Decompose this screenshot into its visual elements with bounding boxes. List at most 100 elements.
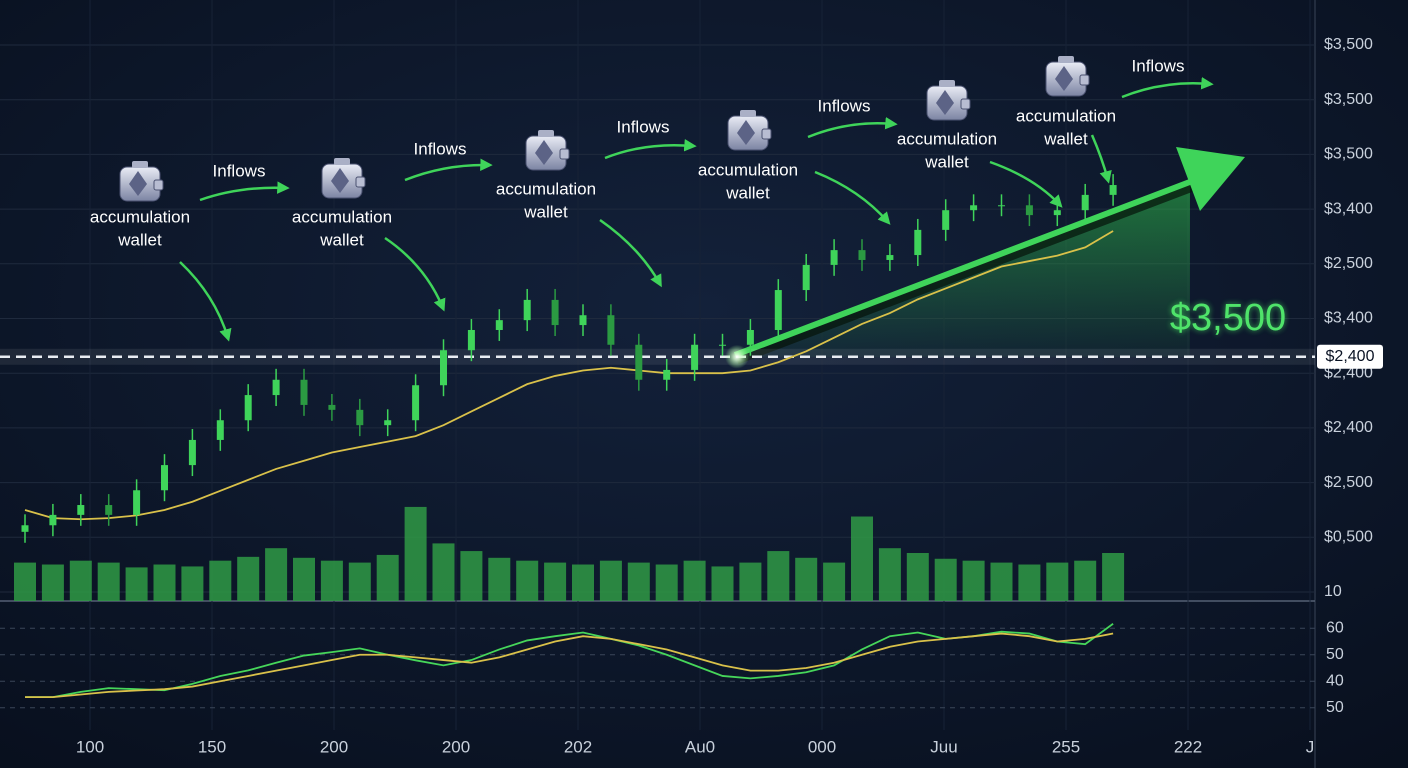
- volume-bar: [41, 564, 64, 601]
- trend-line: [733, 177, 1197, 358]
- volume-bar: [934, 558, 957, 601]
- candle-body: [495, 320, 503, 330]
- wallet-top: [538, 130, 554, 137]
- candle-body: [830, 250, 838, 265]
- volume-bar: [823, 562, 846, 601]
- volume-bar: [1074, 560, 1097, 601]
- volume-bar: [962, 560, 985, 601]
- volume-bar: [1046, 562, 1069, 601]
- volume-bar: [906, 553, 929, 601]
- y-tick-label: $2,500: [1324, 255, 1373, 272]
- candle-body: [802, 264, 810, 291]
- candle-body: [105, 505, 113, 515]
- inflows-label: Inflows: [414, 139, 467, 158]
- trend-arrow: [733, 147, 1245, 365]
- volume-bar: [683, 560, 706, 601]
- candle-body: [719, 344, 726, 346]
- wallet-clasp: [355, 176, 366, 188]
- flow-arrow: [814, 170, 891, 225]
- x-tick-label: 150: [198, 737, 226, 756]
- flow-arrow: [989, 160, 1063, 208]
- x-tick-label: 200: [442, 737, 470, 756]
- volume-bar: [125, 567, 148, 601]
- flow-arrow: [599, 218, 662, 288]
- wallet-label: accumulation: [496, 179, 596, 198]
- flow-arrows: [179, 77, 1214, 342]
- volume-bar: [627, 562, 650, 601]
- wallet-clasp: [1079, 74, 1090, 86]
- candle-body: [356, 409, 364, 426]
- candle-body: [412, 385, 420, 421]
- annotations: accumulation wallet accumulation wallet accu…: [90, 56, 1185, 249]
- wallet-label: wallet: [924, 152, 969, 171]
- candle-body: [49, 514, 57, 526]
- indicator-line: [25, 632, 1114, 699]
- candle-body: [858, 250, 866, 260]
- target-label: $3,500: [1170, 297, 1286, 339]
- trend-shadow: [735, 181, 1197, 365]
- candle-body: [21, 525, 29, 532]
- wallet-icon: [119, 161, 164, 202]
- moving-average: [24, 230, 1114, 521]
- wallet-diamond: [129, 171, 147, 196]
- x-tick-label: Au0: [685, 737, 715, 756]
- volume-bar: [181, 566, 204, 601]
- flow-arrow: [199, 181, 290, 202]
- candle-body: [133, 490, 141, 515]
- candle-body: [384, 420, 392, 426]
- volume-bar: [1102, 553, 1125, 601]
- wallet-label: accumulation: [698, 160, 798, 179]
- wallet-label: accumulation: [292, 207, 392, 226]
- wallet-label: accumulation: [1016, 106, 1116, 125]
- candle-body: [635, 344, 643, 380]
- candle-body: [746, 329, 754, 345]
- volume-bar: [851, 516, 873, 601]
- candle-body: [691, 344, 699, 370]
- wallet-label: accumulation: [90, 207, 190, 226]
- volume-bar: [237, 556, 260, 601]
- volume-bar: [516, 560, 539, 601]
- price-glow: [725, 344, 749, 369]
- indicator-tick-label: 40: [1326, 672, 1344, 689]
- volume-bar: [711, 566, 734, 601]
- x-tick-label: Juu: [930, 737, 957, 756]
- volume-bar: [97, 562, 120, 601]
- x-tick-label: 200: [320, 737, 348, 756]
- volume-bar: [348, 562, 371, 601]
- wallet-diamond: [936, 90, 954, 115]
- volume-bar: [795, 557, 818, 601]
- inflows-label: Inflows: [1132, 56, 1185, 75]
- inflows-label: Inflows: [818, 96, 871, 115]
- y-tick-label: $3,500: [1324, 91, 1373, 108]
- candle-body: [467, 329, 475, 351]
- wallet-label: accumulation: [897, 129, 997, 148]
- wallet-label: wallet: [523, 202, 568, 221]
- volume-bar: [878, 548, 901, 601]
- indicator-panel: [25, 623, 1114, 699]
- trend-arrowhead: [1176, 147, 1245, 211]
- wallet-icon: [1045, 56, 1090, 97]
- y-tick-label: $0,500: [1324, 529, 1373, 546]
- candle-body: [942, 210, 950, 230]
- y-tick-label: $3,500: [1324, 36, 1373, 53]
- wallet-clasp: [960, 98, 971, 110]
- candle-body: [1109, 185, 1117, 195]
- candle-body: [188, 439, 196, 466]
- wallet-diamond: [331, 168, 349, 193]
- wallet-label: wallet: [117, 230, 162, 249]
- candle-body: [886, 255, 894, 260]
- candle-body: [77, 505, 85, 515]
- inflows-label: Inflows: [617, 117, 670, 136]
- candle-body: [523, 299, 531, 321]
- volume-bar: [432, 543, 455, 601]
- candle-body: [440, 350, 447, 386]
- volume-bar: [376, 554, 399, 601]
- candle-body: [970, 205, 978, 211]
- volume-bar: [655, 564, 678, 601]
- wallet-icon: [525, 130, 570, 171]
- wallet-clasp: [559, 148, 570, 160]
- candle-body: [328, 404, 336, 410]
- wallet-clasp: [153, 179, 164, 191]
